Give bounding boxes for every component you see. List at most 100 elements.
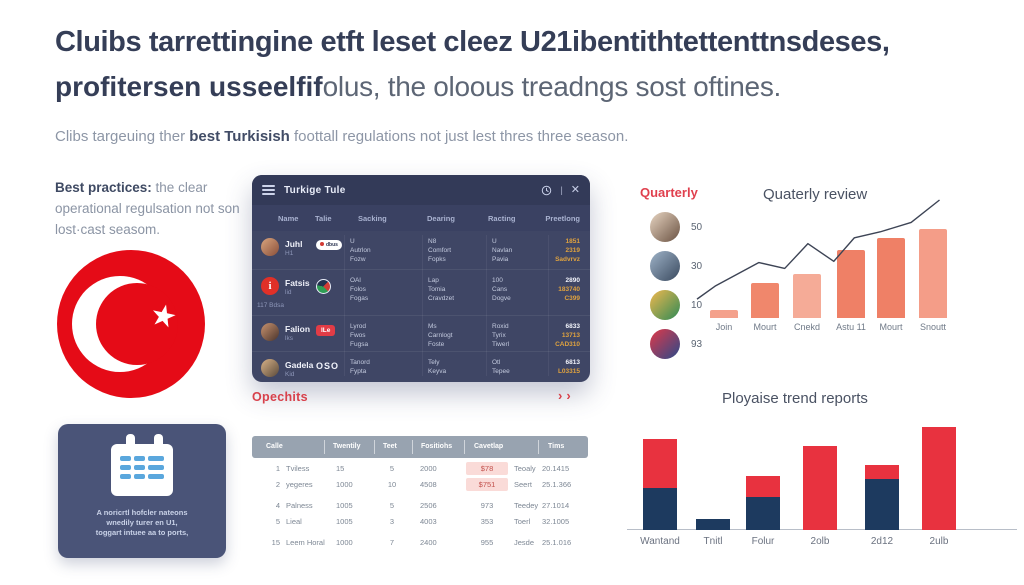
cell: 2400: [420, 538, 437, 547]
subheadline-prefix: Clibs targeuing ther: [55, 128, 190, 145]
player-name: Gadela: [285, 360, 314, 370]
ops-column-twentily[interactable]: Twentily: [333, 443, 361, 450]
stacked-bar-segment: [865, 479, 899, 530]
rating-cell: 6813 L03315: [557, 359, 580, 375]
rating-cell: 6833 13713 CAD310: [555, 323, 580, 348]
cell: yegeres: [286, 480, 313, 489]
column-header-preetlong[interactable]: Preetlong: [545, 214, 580, 223]
player-name: Juhl: [285, 239, 303, 249]
x-tick-label: Wantand: [640, 536, 680, 547]
column-header-name[interactable]: Name: [278, 214, 299, 223]
cell: 4003: [420, 517, 437, 526]
table-row[interactable]: Falion lks ILe Lyrod Fwos Fugsa Ms Carnlogt Fost…: [252, 315, 590, 351]
table-row[interactable]: Juhl H1 dbus U Autrlon Fozw N8 Comfort Fopks U Nav…: [252, 231, 590, 269]
avatar-value: 50: [691, 221, 703, 233]
player-sub: lks: [285, 335, 293, 342]
cell: 1: [275, 464, 280, 473]
stacked-bar-segment: [803, 446, 837, 530]
chart2-title: Ployaise trend reports: [722, 390, 868, 407]
player-name: Fatsis: [285, 278, 310, 288]
list-item[interactable]: 10: [650, 290, 702, 320]
table-row[interactable]: 4 Palness 1005 5 2506 973 Teedey 27.1014: [252, 499, 588, 515]
stacked-bar-segment: [696, 519, 730, 530]
calendar-tab: [126, 434, 135, 450]
ops-column-tims[interactable]: Tims: [548, 443, 565, 450]
window-controls: | ✕: [541, 183, 580, 196]
avatar: [261, 323, 279, 341]
price-cell: 353: [480, 517, 494, 526]
price-cell: $751: [466, 478, 508, 491]
bar: [710, 310, 738, 318]
headline-line2-rest: olus, the oloous treadngs sost oftines.: [322, 71, 782, 102]
avatar: [650, 290, 680, 320]
table-row[interactable]: i Fatsis lid 117 Bdsa OAl Folos Fogas Lap Tomia C…: [252, 269, 590, 315]
cell: 2: [275, 480, 280, 489]
stat-cell: Tely Keyva: [428, 359, 447, 375]
column-header-sacking[interactable]: Sacking: [358, 214, 387, 223]
calendar-caption: A noricrtl hofcler nateons wnedily turer…: [58, 508, 226, 538]
stat-cell: Ms Carnlogt Foste: [428, 323, 453, 348]
stat-cell: Tanord Fypta: [350, 359, 370, 375]
trend-reports-chart: Wantand Tnitl Folur 2olb 2d12 2ulb: [627, 420, 1017, 547]
stat-cell: Lap Tomia Cravdzet: [428, 277, 455, 302]
chart1-title: Quaterly review: [763, 186, 868, 203]
list-item[interactable]: 50: [650, 212, 702, 242]
price-cell: 955: [480, 538, 494, 547]
list-item[interactable]: 93: [650, 329, 702, 359]
cell: 7: [389, 538, 395, 547]
next-arrows-icon[interactable]: ››: [558, 388, 575, 403]
chart1-trend-line: [697, 200, 955, 318]
flag-crescent-cut: [96, 283, 178, 365]
table-row[interactable]: 2 yegeres 1000 10 4508 $751 Seert 25.1.366: [252, 478, 588, 494]
calendar-caption-line: A noricrtl hofcler nateons: [96, 508, 188, 517]
x-tick-label: Mourt: [753, 322, 777, 332]
ops-column-teet[interactable]: Teet: [383, 443, 397, 450]
list-item[interactable]: 30: [650, 251, 702, 281]
minimize-icon[interactable]: |: [560, 185, 563, 195]
stat-cell: U Navlan Pavia: [492, 238, 513, 263]
cell: 3: [389, 517, 395, 526]
cell: 1000: [336, 538, 353, 547]
cell: Toerl: [514, 517, 531, 526]
ops-column-cavetlap[interactable]: Cavetlap: [474, 443, 504, 450]
cell: 32.1005: [542, 517, 570, 526]
table-row[interactable]: Gadela Kid OSO Tanord Fypta Tely Keyva Otl Tepee…: [252, 351, 590, 382]
bar: [793, 274, 821, 318]
cell: 27.1014: [542, 501, 570, 510]
rating-cell: 1851 2319 Sadvrvz: [555, 238, 580, 263]
table-row[interactable]: 15 Leem Horal 1000 7 2400 955 Jesde 25.1.016: [252, 536, 588, 552]
quarterly-label: Quarterly: [640, 185, 698, 200]
ops-column-calle[interactable]: Calle: [266, 443, 283, 450]
stacked-bar-segment: [746, 497, 780, 530]
headline-line2-bold: profitersen usseelfif: [55, 71, 323, 102]
avatar-value: 30: [691, 260, 703, 272]
avatar: i: [261, 277, 279, 295]
column-header-talie[interactable]: Talie: [315, 214, 332, 223]
cell: Tviless: [286, 464, 310, 473]
avatar: [650, 329, 680, 359]
column-header-dearing[interactable]: Dearing: [427, 214, 455, 223]
rating-cell: 2890 183740 C399: [558, 277, 580, 302]
opechits-title: Opechits: [252, 390, 308, 404]
calendar-tab: [154, 434, 163, 450]
table-row[interactable]: 1 Tviless 15 5 2000 $78 Teoaly 20.1415: [252, 462, 588, 478]
cell: 1000: [336, 480, 353, 489]
opechits-table-rows: 1 Tviless 15 5 2000 $78 Teoaly 20.1415 2 yegeres 1…: [252, 462, 588, 552]
app-table-rows: Juhl H1 dbus U Autrlon Fozw N8 Comfort Fopks U Nav…: [252, 231, 590, 382]
app-window-titlebar: Turkige Tule | ✕: [252, 175, 590, 205]
menu-icon[interactable]: [262, 185, 275, 195]
team-badge-icon: ILe: [316, 325, 336, 336]
player-sub: Kid: [285, 371, 295, 378]
table-row[interactable]: 5 Lieal 1005 3 4003 353 Toerl 32.1005: [252, 515, 588, 531]
ops-column-fositiohs[interactable]: Fositiohs: [421, 443, 453, 450]
close-icon[interactable]: ✕: [570, 183, 580, 196]
x-tick-label: Cnekd: [793, 322, 821, 332]
clock-icon[interactable]: [541, 185, 552, 196]
bar: [919, 229, 947, 318]
best-practices-text: Best practices: the clear operational re…: [55, 178, 250, 241]
bar: [751, 283, 779, 318]
stat-cell: U Autrlon Fozw: [350, 238, 371, 263]
column-header-racting[interactable]: Racting: [488, 214, 516, 223]
team-badge-icon: [316, 279, 331, 294]
avatar-value: 10: [691, 299, 703, 311]
